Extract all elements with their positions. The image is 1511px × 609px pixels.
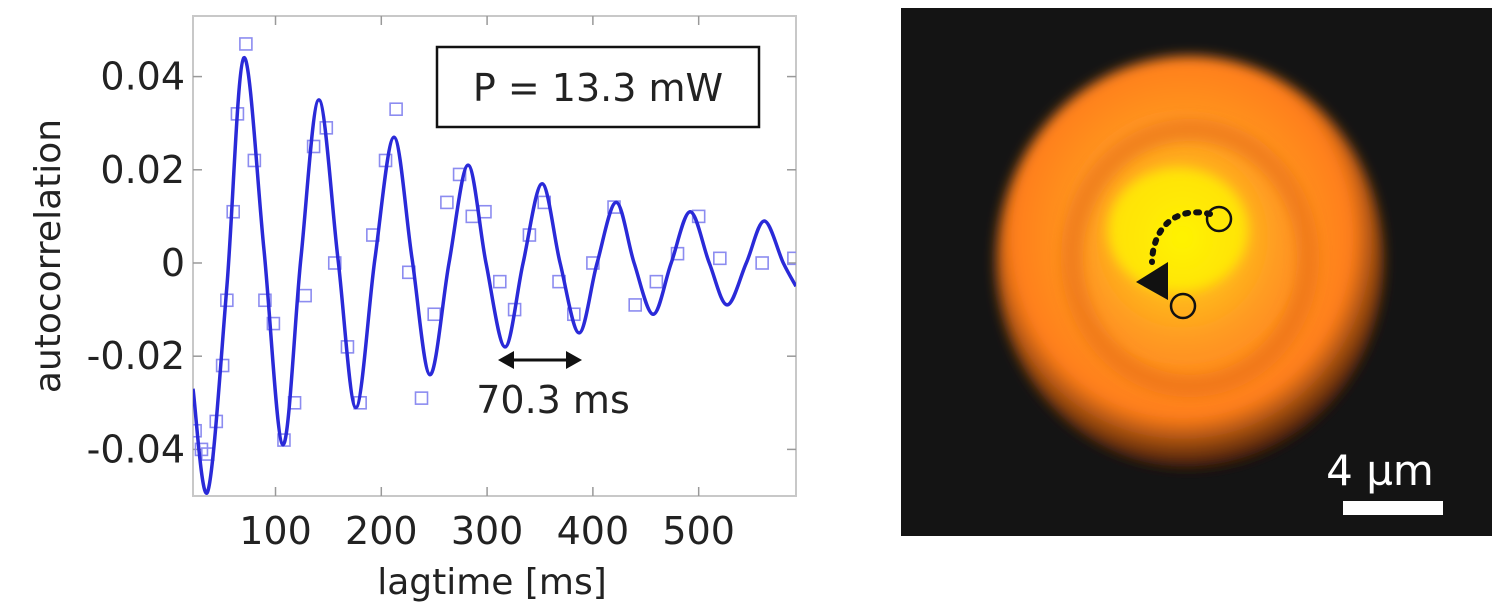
y-tick-labels: 0.04 0.02 0 -0.02 -0.04 [87,55,185,472]
autocorrelation-chart: 0.04 0.02 0 -0.02 -0.04 100 200 300 400 500 auto… [28,15,797,603]
x-tick-label: 200 [345,509,418,553]
data-point [492,274,507,289]
data-point [414,391,429,405]
legend-box: P = 13.3 mW [435,45,761,129]
scalebar [1343,501,1443,515]
data-point [239,37,253,51]
x-tick-labels: 100 200 300 400 500 [239,509,735,553]
x-tick-label: 500 [662,509,735,553]
legend-text: P = 13.3 mW [473,66,723,110]
data-point [787,251,796,266]
y-tick-label: 0.04 [100,55,185,99]
bead-end-marker [1169,292,1197,320]
trajectory-path [1149,209,1213,265]
data-point [649,274,664,289]
y-tick-label: 0 [161,241,185,285]
bead-start-marker [1205,205,1233,233]
period-arrow-left-head [498,351,514,369]
x-tick-label: 100 [239,509,312,553]
y-tick-label: 0.02 [100,148,185,192]
data-point [755,256,769,270]
period-arrow-right-head [566,351,582,369]
data-point [713,251,727,266]
period-annotation-text: 70.3 ms [476,378,630,422]
x-tick-label: 300 [451,509,524,553]
bright-center [1108,168,1248,292]
y-tick-label: -0.04 [87,427,185,471]
data-point [266,316,281,331]
data-point [389,102,403,117]
data-point [306,139,321,154]
ring-dark-band [1061,119,1319,397]
data-point [628,298,643,312]
x-axis-label: lagtime [ms] [377,562,607,603]
data-point [258,293,272,308]
data-point [440,195,454,210]
trajectory-arrowhead [1136,262,1168,300]
data-points-series [193,37,796,461]
legend-frame [435,45,761,129]
fit-line-series [193,56,796,495]
period-annotation: 70.3 ms [476,351,630,422]
y-tick-label: -0.02 [87,334,185,378]
data-point [452,167,467,182]
x-tick-label: 400 [557,509,630,553]
y-axis-label: autocorrelation [28,119,69,393]
micrograph-panel: 4 µm [901,8,1492,536]
axis-ticks [193,16,796,496]
scalebar-label: 4 µm [1326,446,1434,495]
data-point [327,256,342,270]
